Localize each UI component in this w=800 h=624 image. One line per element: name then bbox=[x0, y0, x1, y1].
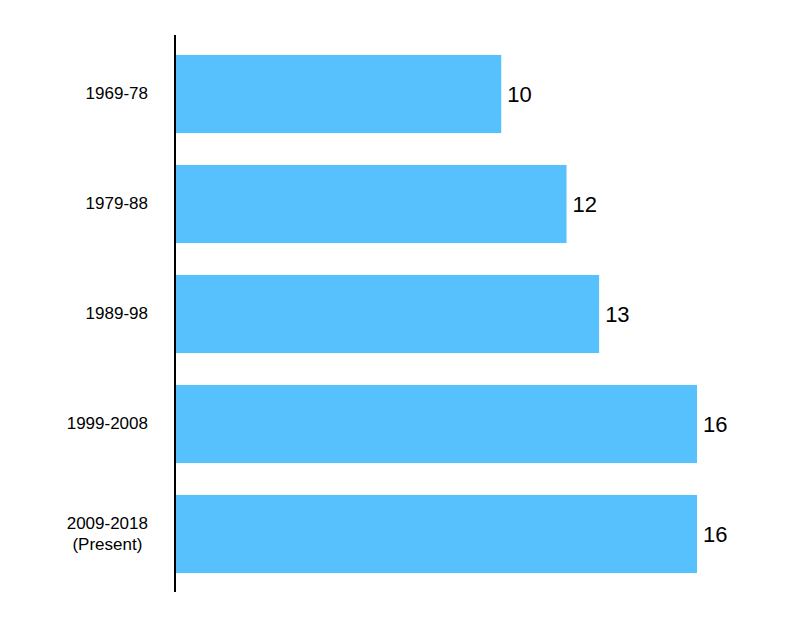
tick: 1999-2008 bbox=[67, 414, 175, 433]
data-label: 16 bbox=[703, 522, 727, 547]
tick-label-line: 2009-2018 bbox=[67, 514, 148, 533]
data-label: 16 bbox=[703, 412, 727, 437]
tick: 1989-98 bbox=[86, 304, 175, 323]
bar bbox=[175, 55, 501, 133]
bars bbox=[175, 55, 697, 573]
bar bbox=[175, 385, 697, 463]
tick: 1979-88 bbox=[86, 194, 175, 213]
data-label: 13 bbox=[605, 302, 629, 327]
y-axis: 1969-78 1979-88 1989-98 1999-2008 2009-2018 (… bbox=[67, 35, 175, 592]
tick-label: 2009-2018 (Present) bbox=[67, 514, 148, 554]
tick: 2009-2018 (Present) bbox=[67, 514, 175, 554]
tick: 1969-78 bbox=[86, 84, 175, 103]
axis-line bbox=[174, 35, 176, 592]
data-labels: 10 12 13 16 16 bbox=[507, 82, 727, 547]
data-label: 12 bbox=[573, 192, 597, 217]
chart: 1969-78 1979-88 1989-98 1999-2008 2009-2018 (… bbox=[0, 0, 800, 624]
data-label: 10 bbox=[507, 82, 531, 107]
tick-label-line: (Present) bbox=[72, 535, 142, 554]
bar bbox=[175, 495, 697, 573]
tick-label: 1999-2008 bbox=[67, 414, 148, 433]
tick-label: 1969-78 bbox=[86, 84, 148, 103]
bar bbox=[175, 165, 567, 243]
tick-label: 1989-98 bbox=[86, 304, 148, 323]
tick-label: 1979-88 bbox=[86, 194, 148, 213]
bar bbox=[175, 275, 599, 353]
